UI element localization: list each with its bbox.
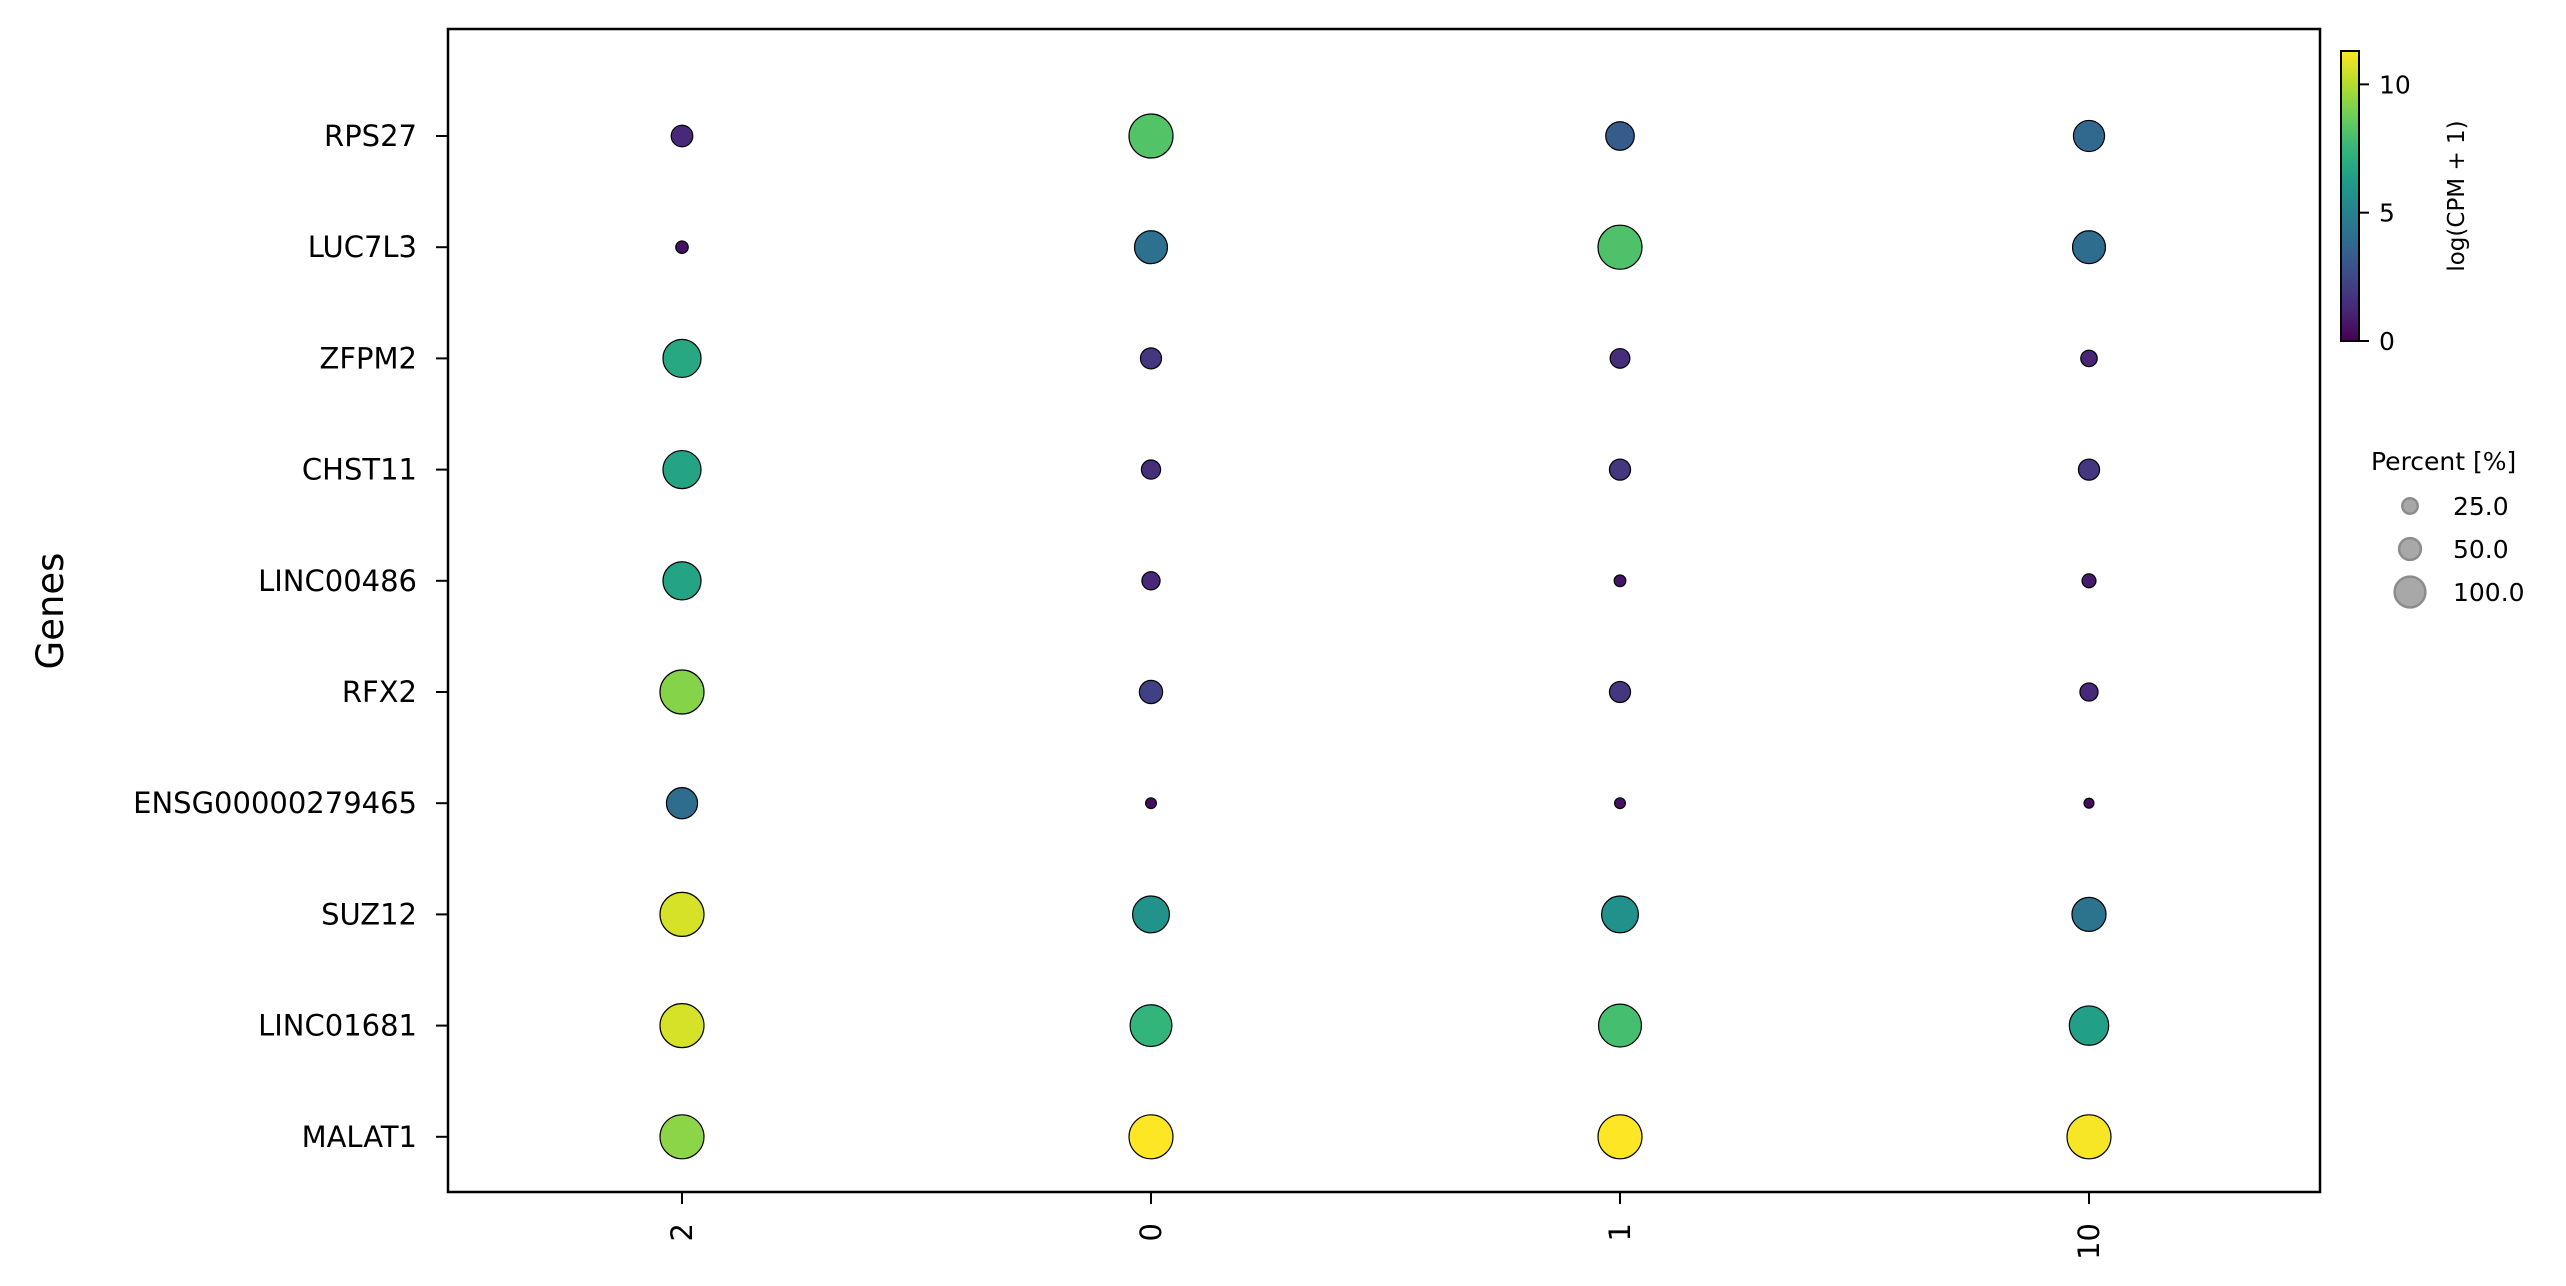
- y-tick-label-suz12: SUZ12: [321, 897, 417, 931]
- x-tick-label-10: 10: [2072, 1223, 2106, 1260]
- dot-ensg00000279465-0: [1145, 797, 1157, 810]
- dot-linc01681-2: [659, 1002, 705, 1049]
- y-tick-label-zfpm2: ZFPM2: [319, 341, 417, 375]
- plot-frame: [446, 27, 2322, 1194]
- dot-ensg00000279465-1: [1614, 797, 1626, 810]
- y-tick-label-rfx2: RFX2: [342, 675, 417, 709]
- dot-linc01681-10: [2068, 1005, 2110, 1046]
- size-legend-dot-25: [2401, 497, 2419, 515]
- dot-ensg00000279465-10: [2083, 797, 2095, 809]
- dot-ensg00000279465-2: [665, 787, 699, 820]
- dot-rps27-1: [1605, 121, 1635, 151]
- dot-zfpm2-0: [1139, 347, 1163, 370]
- colorbar-tick-label: 5: [2379, 199, 2395, 228]
- y-tick-label-chst11: CHST11: [302, 453, 417, 487]
- dot-suz12-1: [1600, 895, 1640, 934]
- y-tick-label-ensg00000279465: ENSG00000279465: [133, 786, 417, 820]
- y-axis-label: Genes: [29, 553, 72, 670]
- size-legend-entries: 25.0 50.0 100.0: [2393, 492, 2525, 609]
- colorbar: 0 5 10 log(CPM + 1): [2340, 50, 2470, 356]
- dot-zfpm2-10: [2080, 349, 2098, 368]
- dot-chst11-2: [662, 449, 702, 490]
- dot-linc00486-2: [662, 561, 702, 601]
- dot-malat1-1: [1597, 1114, 1643, 1160]
- x-tick-label-0: 0: [1134, 1223, 1168, 1241]
- colorbar-tick-label: 0: [2379, 327, 2395, 356]
- y-tick-label-rps27: RPS27: [324, 119, 417, 153]
- dot-suz12-10: [2071, 896, 2107, 933]
- dot-malat1-0: [1128, 1114, 1174, 1160]
- dot-luc7l3-2: [675, 240, 689, 255]
- dot-luc7l3-1: [1597, 224, 1643, 270]
- data-points: [659, 113, 2112, 1160]
- y-tick-label-malat1: MALAT1: [302, 1120, 417, 1154]
- dot-chst11-0: [1140, 459, 1162, 480]
- size-legend-dot-50: [2397, 536, 2423, 562]
- dot-rfx2-0: [1138, 679, 1164, 705]
- size-legend-label: 50.0: [2453, 535, 2509, 564]
- dot-linc00486-0: [1141, 571, 1161, 591]
- dot-linc00486-10: [2081, 573, 2097, 589]
- dot-rps27-2: [670, 124, 694, 148]
- y-tick-label-linc00486: LINC00486: [258, 564, 417, 598]
- dot-chst11-1: [1608, 458, 1632, 481]
- dot-linc00486-1: [1613, 574, 1627, 588]
- dot-luc7l3-0: [1133, 230, 1169, 265]
- dot-rps27-0: [1128, 113, 1174, 159]
- dot-malat1-2: [659, 1114, 705, 1160]
- dot-zfpm2-2: [662, 338, 702, 379]
- colorbar-gradient: [2341, 51, 2359, 341]
- dot-rfx2-1: [1608, 680, 1632, 704]
- dot-malat1-10: [2066, 1114, 2112, 1160]
- size-legend-label: 25.0: [2453, 492, 2509, 521]
- dot-rfx2-2: [659, 669, 705, 715]
- dot-suz12-2: [659, 891, 705, 938]
- size-legend-label: 100.0: [2453, 578, 2525, 607]
- dot-suz12-0: [1131, 895, 1171, 934]
- size-legend: Percent [%] 25.0 50.0 100.0: [2371, 447, 2525, 609]
- dot-linc01681-0: [1129, 1004, 1173, 1048]
- x-tick-label-2: 2: [665, 1223, 699, 1241]
- colorbar-label: log(CPM + 1): [2444, 120, 2470, 271]
- dot-linc01681-1: [1597, 1003, 1643, 1048]
- colorbar-frame: [2340, 50, 2360, 342]
- colorbar-tick-label: 10: [2379, 70, 2411, 99]
- colorbar-ticks: 0 5 10: [2359, 70, 2411, 356]
- y-tick-label-luc7l3: LUC7L3: [308, 230, 417, 264]
- dot-rfx2-10: [2079, 682, 2099, 702]
- y-axis-ticks: RPS27 LUC7L3 ZFPM2 CHST11 LINC00486 RFX2 ENSG0…: [133, 119, 448, 1154]
- dot-chst11-10: [2077, 458, 2101, 481]
- x-tick-label-1: 1: [1603, 1223, 1637, 1241]
- plot-area: RPS27 LUC7L3 ZFPM2 CHST11 LINC00486 RFX2 ENSG0…: [133, 27, 2322, 1260]
- x-axis-ticks: 2 0 1 10: [665, 1192, 2106, 1260]
- dot-luc7l3-10: [2071, 230, 2107, 265]
- dot-rps27-10: [2072, 119, 2106, 153]
- dot-zfpm2-1: [1609, 347, 1631, 369]
- size-legend-title: Percent [%]: [2371, 447, 2516, 476]
- size-legend-dot-100: [2393, 575, 2427, 609]
- y-tick-label-linc01681: LINC01681: [258, 1009, 417, 1043]
